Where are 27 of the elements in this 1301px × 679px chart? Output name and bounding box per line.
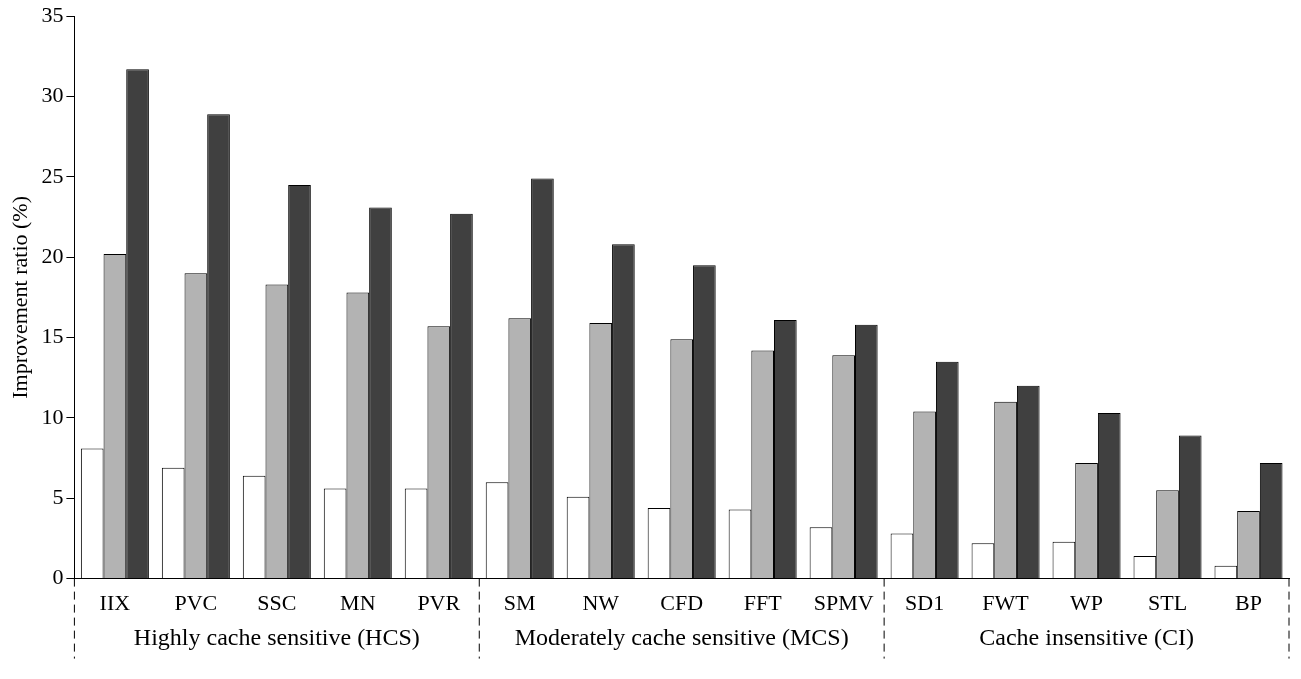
y-axis-title: Improvement ratio (%)	[6, 195, 32, 399]
x-tick-label: SPMV	[813, 589, 874, 615]
x-tick-label: NW	[582, 589, 620, 615]
x-tick-label: MN	[340, 589, 376, 615]
x-tick-label: PVR	[417, 589, 461, 615]
x-tick-label: CFD	[660, 589, 704, 615]
text: Cache insensitive (CI)	[979, 623, 1194, 650]
y-tick-label: 35	[41, 1, 64, 27]
x-tick-label: SD1	[905, 589, 945, 615]
x-tick-label: STL	[1147, 589, 1188, 615]
x-tick-label: WP	[1070, 589, 1104, 615]
y-tick-label: 25	[41, 162, 64, 188]
x-tick-label: FWT	[982, 589, 1030, 615]
y-tick-label: 20	[41, 243, 64, 269]
y-tick-label: 15	[41, 323, 64, 349]
x-tick-label: FFT	[743, 589, 783, 615]
x-tick-label: IIX	[99, 589, 131, 615]
x-tick-label: PVC	[174, 589, 218, 615]
y-tick-label: 30	[41, 82, 64, 108]
text: Moderately cache sensitive (MCS)	[514, 623, 849, 650]
x-tick-label: SSC	[257, 589, 297, 615]
y-tick-label: 10	[41, 403, 64, 429]
y-tick-label: 5	[52, 484, 64, 510]
y-tick-label: 0	[52, 564, 64, 590]
x-tick-label: BP	[1235, 589, 1262, 615]
x-tick-label: SM	[503, 589, 536, 615]
text: Highly cache sensitive (HCS)	[133, 623, 420, 650]
